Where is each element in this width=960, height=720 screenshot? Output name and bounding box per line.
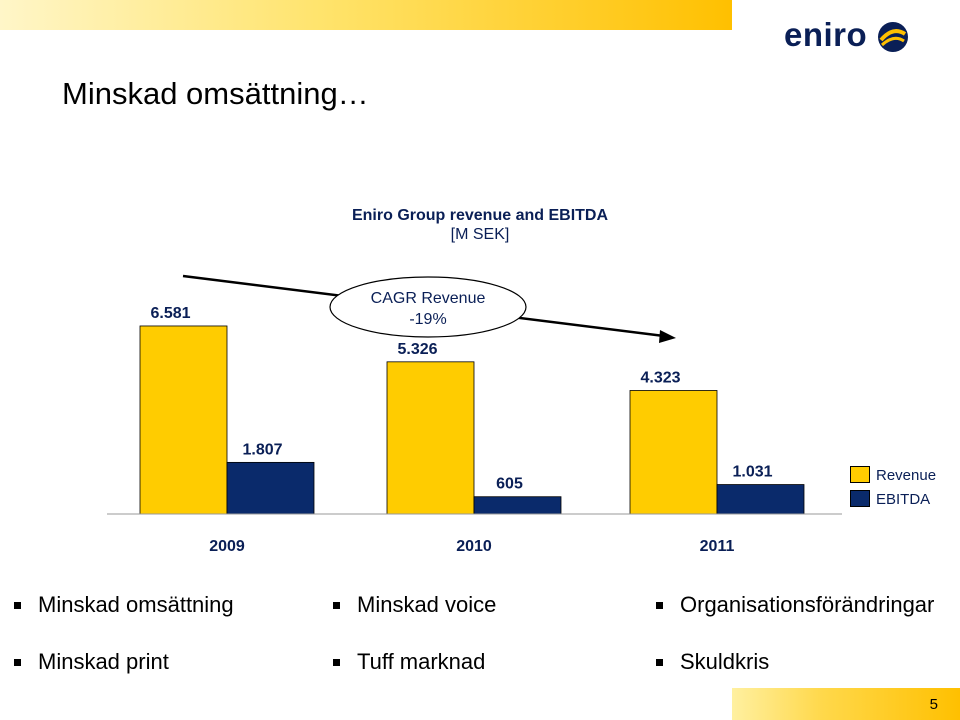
eniro-logo: eniro bbox=[784, 16, 914, 56]
slide-title: Minskad omsättning… bbox=[62, 76, 369, 111]
cagr-arrowhead-icon bbox=[659, 330, 676, 343]
data-label-revenue-2011: 4.323 bbox=[640, 369, 680, 386]
cagr-label-line1: CAGR Revenue bbox=[371, 290, 486, 307]
bottom-accent-band bbox=[732, 688, 960, 720]
bar-revenue-2011 bbox=[629, 390, 718, 515]
legend-label-revenue: Revenue bbox=[876, 467, 937, 484]
data-label-revenue-2010: 5.326 bbox=[397, 341, 437, 358]
legend-swatch-revenue bbox=[850, 466, 870, 483]
data-label-ebitda-2009: 1.807 bbox=[242, 441, 282, 458]
legend-label-ebitda: EBITDA bbox=[876, 491, 931, 508]
data-label-ebitda-2010: 605 bbox=[496, 476, 523, 493]
cagr-label-line2: -19% bbox=[409, 311, 446, 328]
logo-wordmark: eniro bbox=[784, 16, 868, 53]
top-accent-band bbox=[0, 0, 732, 30]
bullet-item: Organisationsförändringar bbox=[655, 592, 935, 617]
bar-ebitda-2011 bbox=[716, 484, 805, 515]
logo-swirl-icon bbox=[878, 22, 908, 52]
bar-revenue-2010 bbox=[386, 361, 475, 515]
data-label-ebitda-2011: 1.031 bbox=[732, 464, 772, 481]
bar-revenue-2009 bbox=[139, 325, 228, 515]
cagr-trend: CAGR Revenue -19% bbox=[182, 274, 676, 343]
data-label-revenue-2009: 6.581 bbox=[150, 305, 190, 322]
x-tick-label-2011: 2011 bbox=[700, 538, 735, 555]
bullet-item: Minskad voice bbox=[332, 592, 497, 617]
page-number: 5 bbox=[929, 696, 938, 713]
chart-title: Eniro Group revenue and EBITDA bbox=[351, 207, 609, 224]
chart-subtitle: [M SEK] bbox=[450, 226, 510, 243]
bullet-item: Minskad print bbox=[14, 649, 169, 674]
bullet-item: Minskad omsättning bbox=[14, 592, 234, 617]
x-tick-label-2010: 2010 bbox=[456, 538, 492, 555]
bar-ebitda-2010 bbox=[473, 496, 562, 515]
legend-swatch-ebitda bbox=[850, 490, 870, 507]
bullet-item: Skuldkris bbox=[655, 649, 770, 674]
cagr-ellipse bbox=[329, 276, 527, 338]
bullet-item: Tuff marknad bbox=[332, 649, 486, 674]
x-tick-label-2009: 2009 bbox=[209, 538, 245, 555]
bar-ebitda-2009 bbox=[226, 461, 315, 515]
